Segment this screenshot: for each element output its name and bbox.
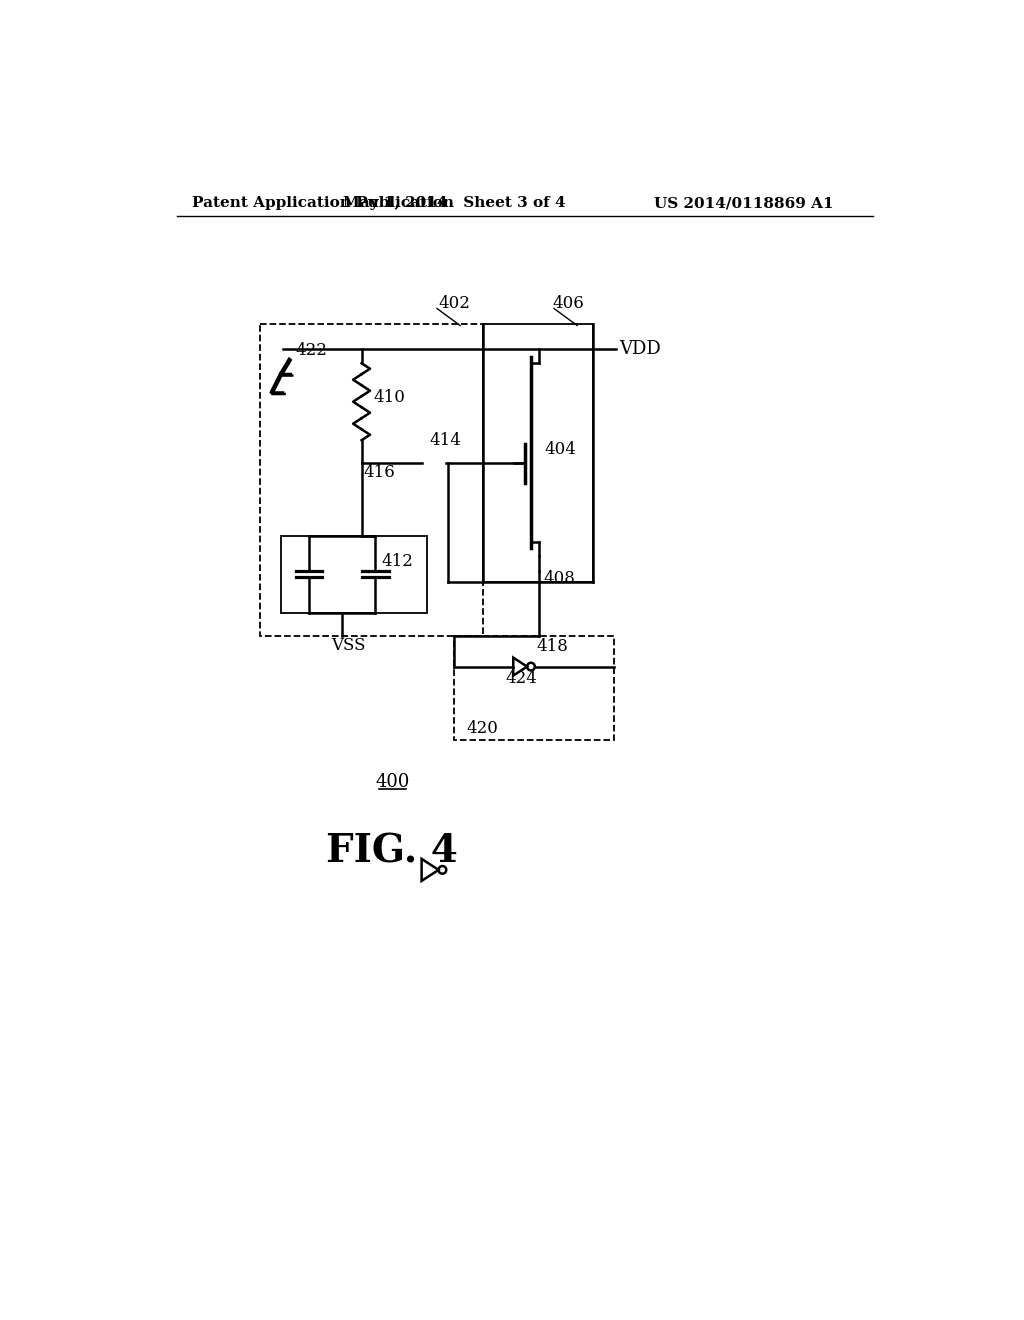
Text: 422: 422 — [295, 342, 328, 359]
Text: May 1, 2014   Sheet 3 of 4: May 1, 2014 Sheet 3 of 4 — [343, 197, 565, 210]
Text: Patent Application Publication: Patent Application Publication — [193, 197, 455, 210]
Text: 416: 416 — [364, 465, 395, 480]
Text: VSS: VSS — [331, 638, 366, 655]
Text: 424: 424 — [506, 671, 538, 688]
Text: 400: 400 — [375, 774, 410, 791]
Text: 406: 406 — [553, 296, 585, 313]
Text: FIG. 4: FIG. 4 — [327, 833, 459, 870]
Text: 402: 402 — [438, 296, 470, 313]
Text: 418: 418 — [537, 638, 568, 655]
Text: US 2014/0118869 A1: US 2014/0118869 A1 — [654, 197, 834, 210]
Text: VDD: VDD — [620, 341, 662, 358]
Text: 410: 410 — [374, 389, 406, 407]
Text: 414: 414 — [429, 432, 461, 449]
Text: 420: 420 — [466, 721, 498, 738]
Text: 412: 412 — [382, 553, 414, 570]
Text: 404: 404 — [545, 441, 577, 458]
Text: 408: 408 — [544, 570, 575, 587]
